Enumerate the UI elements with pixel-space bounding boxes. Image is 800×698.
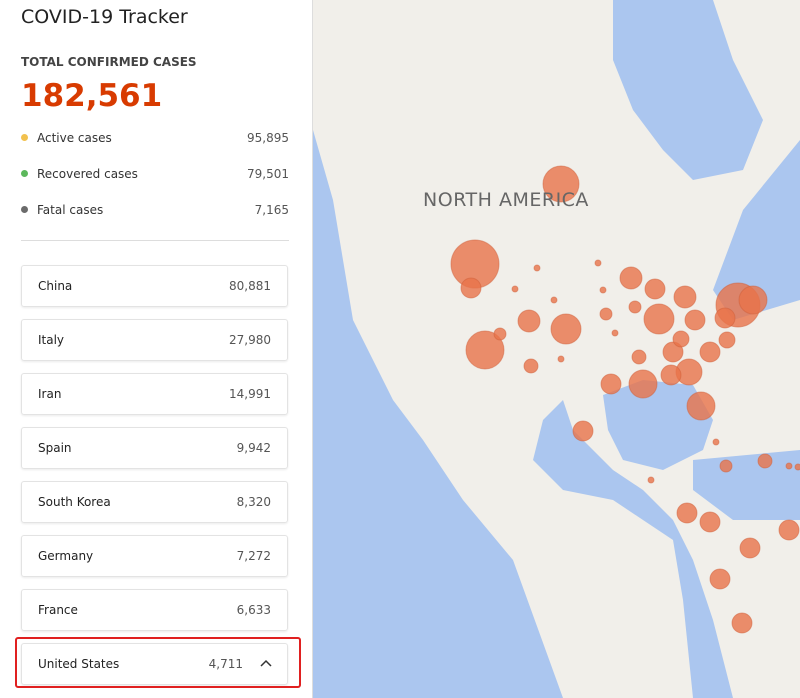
- country-value: 6,633: [236, 603, 271, 617]
- country-card[interactable]: Germany 7,272: [21, 535, 288, 577]
- country-name: Germany: [38, 549, 94, 563]
- country-name: South Korea: [38, 495, 111, 509]
- total-label: TOTAL CONFIRMED CASES: [21, 55, 197, 69]
- collapse-chevron[interactable]: [259, 656, 273, 670]
- country-card[interactable]: Iran 14,991: [21, 373, 288, 415]
- atlantic: [713, 140, 800, 320]
- country-value: 4,711: [208, 657, 243, 671]
- map[interactable]: NORTH AMERICA: [313, 0, 800, 698]
- country-name: Spain: [38, 441, 72, 455]
- country-name: United States: [38, 657, 120, 671]
- stat-label: Recovered cases: [37, 167, 138, 181]
- country-name: Iran: [38, 387, 62, 401]
- stat-row: Recovered cases 79,501: [21, 167, 289, 181]
- country-name: Italy: [38, 333, 65, 347]
- app-title: COVID-19 Tracker: [21, 6, 188, 28]
- country-value: 9,942: [236, 441, 271, 455]
- status-dot: [21, 134, 28, 141]
- stat-label: Active cases: [37, 131, 112, 145]
- stat-row: Fatal cases 7,165: [21, 203, 289, 217]
- gulf: [603, 380, 713, 470]
- bubbles: [450, 165, 800, 634]
- country-value: 14,991: [229, 387, 271, 401]
- country-card[interactable]: Spain 9,942: [21, 427, 288, 469]
- land: [313, 0, 800, 698]
- country-card[interactable]: Italy 27,980: [21, 319, 288, 361]
- status-dot: [21, 170, 28, 177]
- country-value: 27,980: [229, 333, 271, 347]
- bay: [613, 0, 763, 180]
- country-card[interactable]: China 80,881: [21, 265, 288, 307]
- status-dot: [21, 206, 28, 213]
- divider: [21, 240, 289, 241]
- stat-value: 7,165: [254, 203, 289, 217]
- country-name: China: [38, 279, 73, 293]
- country-value: 80,881: [229, 279, 271, 293]
- side-panel: COVID-19 Tracker TOTAL CONFIRMED CASES 1…: [0, 0, 313, 698]
- stat-row: Active cases 95,895: [21, 131, 289, 145]
- total-value: 182,561: [21, 78, 163, 114]
- highlight-box: [15, 637, 301, 688]
- country-name: France: [38, 603, 78, 617]
- country-value: 8,320: [236, 495, 271, 509]
- region-label: NORTH AMERICA: [423, 189, 589, 211]
- country-card[interactable]: France 6,633: [21, 589, 288, 631]
- country-card[interactable]: United States 4,711: [21, 643, 288, 685]
- stat-value: 95,895: [247, 131, 289, 145]
- country-card[interactable]: South Korea 8,320: [21, 481, 288, 523]
- stat-label: Fatal cases: [37, 203, 104, 217]
- stat-value: 79,501: [247, 167, 289, 181]
- country-value: 7,272: [236, 549, 271, 563]
